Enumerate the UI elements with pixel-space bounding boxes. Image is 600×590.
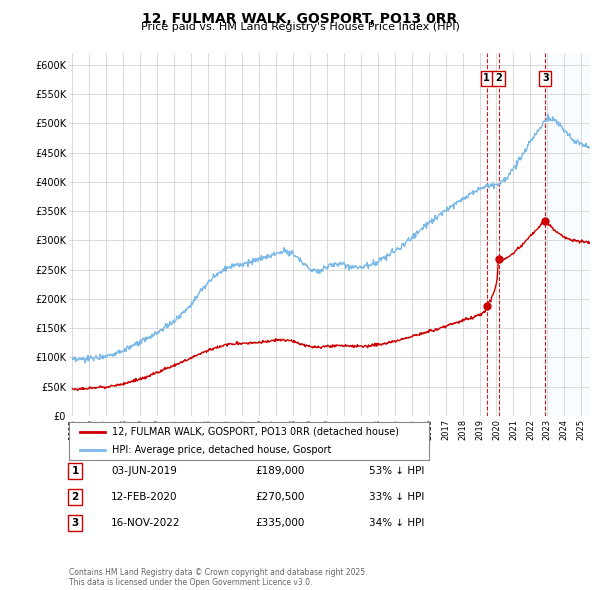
- Text: Price paid vs. HM Land Registry's House Price Index (HPI): Price paid vs. HM Land Registry's House …: [140, 22, 460, 32]
- Text: 03-JUN-2019: 03-JUN-2019: [111, 466, 177, 476]
- Text: 2: 2: [71, 492, 79, 502]
- Text: 16-NOV-2022: 16-NOV-2022: [111, 518, 181, 527]
- Text: Contains HM Land Registry data © Crown copyright and database right 2025.
This d: Contains HM Land Registry data © Crown c…: [69, 568, 367, 587]
- Text: 2: 2: [495, 74, 502, 84]
- Text: 12-FEB-2020: 12-FEB-2020: [111, 492, 178, 502]
- Text: £189,000: £189,000: [255, 466, 304, 476]
- Text: 33% ↓ HPI: 33% ↓ HPI: [369, 492, 424, 502]
- Text: £335,000: £335,000: [255, 518, 304, 527]
- Bar: [545, 53, 590, 416]
- Text: £270,500: £270,500: [255, 492, 304, 502]
- Text: 12, FULMAR WALK, GOSPORT, PO13 0RR: 12, FULMAR WALK, GOSPORT, PO13 0RR: [142, 12, 458, 26]
- Text: 1: 1: [71, 466, 79, 476]
- Text: 1: 1: [483, 74, 490, 84]
- Text: 34% ↓ HPI: 34% ↓ HPI: [369, 518, 424, 527]
- Text: 53% ↓ HPI: 53% ↓ HPI: [369, 466, 424, 476]
- Text: HPI: Average price, detached house, Gosport: HPI: Average price, detached house, Gosp…: [112, 445, 332, 455]
- Text: 12, FULMAR WALK, GOSPORT, PO13 0RR (detached house): 12, FULMAR WALK, GOSPORT, PO13 0RR (deta…: [112, 427, 399, 437]
- Text: 3: 3: [71, 518, 79, 527]
- Text: 3: 3: [542, 74, 549, 84]
